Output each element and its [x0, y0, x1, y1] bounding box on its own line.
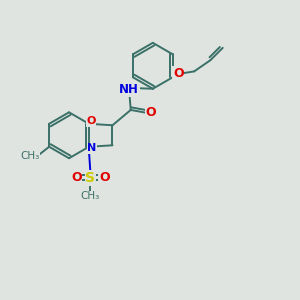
- Text: N: N: [87, 143, 97, 153]
- Text: NH: NH: [119, 83, 139, 96]
- Text: CH₃: CH₃: [81, 191, 100, 201]
- Text: O: O: [71, 171, 82, 184]
- Text: O: O: [86, 116, 96, 126]
- Text: CH₃: CH₃: [20, 151, 39, 160]
- Text: O: O: [173, 67, 184, 80]
- Text: O: O: [99, 171, 110, 184]
- Text: S: S: [85, 171, 95, 185]
- Text: O: O: [146, 106, 156, 119]
